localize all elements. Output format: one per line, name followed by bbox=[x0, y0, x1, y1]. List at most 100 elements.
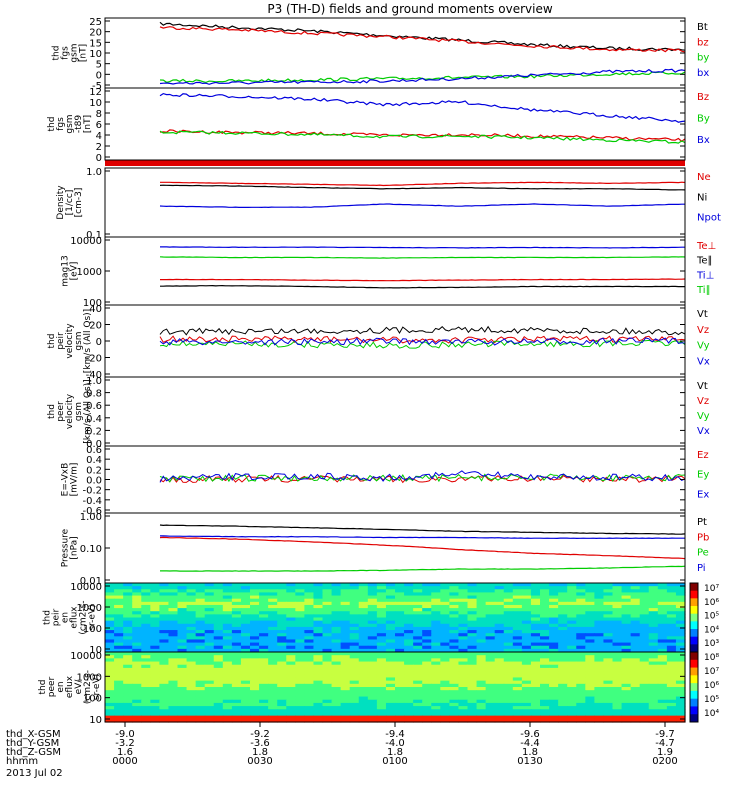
heatmap-cell bbox=[159, 661, 170, 666]
heatmap-cell bbox=[675, 667, 686, 672]
heatmap-cell bbox=[458, 626, 469, 631]
heatmap-cell bbox=[449, 595, 460, 600]
heatmap-cell bbox=[404, 715, 414, 720]
heatmap-cell bbox=[422, 589, 432, 594]
heatmap-cell bbox=[277, 696, 287, 701]
heatmap-cell bbox=[313, 589, 324, 594]
heatmap-cell bbox=[204, 718, 215, 723]
heatmap-cell bbox=[240, 718, 251, 723]
heatmap-cell bbox=[213, 674, 224, 679]
heatmap-cell bbox=[250, 652, 260, 656]
x-tick-value: -9.0 bbox=[115, 729, 135, 740]
heatmap-cell bbox=[213, 712, 224, 717]
heatmap-cell bbox=[358, 715, 369, 720]
heatmap-cell bbox=[467, 645, 478, 650]
y-tick-label: 0.0 bbox=[86, 476, 102, 487]
heatmap-cell bbox=[250, 655, 260, 659]
heatmap-cell bbox=[630, 706, 641, 710]
heatmap-cell bbox=[367, 718, 378, 723]
heatmap-cell bbox=[395, 680, 405, 685]
heatmap-cell bbox=[213, 658, 224, 663]
heatmap-cell bbox=[648, 699, 659, 704]
heatmap-cell bbox=[259, 601, 269, 606]
heatmap-cell bbox=[521, 645, 532, 650]
heatmap-cell bbox=[132, 633, 142, 637]
heatmap-cell bbox=[476, 604, 487, 609]
heatmap-cell bbox=[367, 661, 378, 666]
heatmap-cell bbox=[250, 712, 260, 717]
heatmap-cell bbox=[449, 583, 460, 587]
heatmap-cell bbox=[277, 633, 287, 637]
heatmap-cell bbox=[413, 693, 423, 698]
series-line-Pt bbox=[159, 524, 686, 535]
heatmap-cell bbox=[250, 601, 260, 606]
heatmap-cell bbox=[485, 674, 496, 679]
heatmap-cell bbox=[621, 592, 632, 597]
y-tick-label: 10 bbox=[89, 715, 102, 726]
heatmap-cell bbox=[231, 661, 242, 666]
heatmap-cell bbox=[331, 687, 342, 691]
heatmap-cell bbox=[186, 620, 197, 625]
heatmap-cell bbox=[630, 696, 641, 701]
heatmap-cell bbox=[404, 699, 414, 704]
heatmap-cell bbox=[159, 608, 170, 612]
heatmap-cell bbox=[395, 623, 405, 628]
heatmap-cell bbox=[422, 696, 432, 701]
heatmap-cell bbox=[521, 623, 532, 628]
heatmap-cell bbox=[558, 702, 568, 707]
heatmap-cell bbox=[485, 636, 496, 641]
heatmap-cell bbox=[540, 648, 550, 653]
heatmap-cell bbox=[340, 664, 351, 669]
heatmap-cell bbox=[340, 667, 351, 672]
heatmap-cell bbox=[558, 617, 568, 622]
heatmap-cell bbox=[404, 598, 414, 603]
heatmap-cell bbox=[141, 583, 151, 587]
heatmap-cell bbox=[250, 664, 260, 669]
heatmap-cell bbox=[313, 674, 324, 679]
heatmap-cell bbox=[367, 636, 378, 641]
heatmap-cell bbox=[331, 626, 342, 631]
heatmap-cell bbox=[521, 655, 532, 659]
heatmap-cell bbox=[322, 611, 333, 615]
heatmap-cell bbox=[567, 680, 577, 685]
heatmap-cell bbox=[395, 655, 405, 659]
heatmap-cell bbox=[222, 664, 233, 669]
heatmap-cell bbox=[503, 693, 514, 698]
heatmap-cell bbox=[657, 680, 668, 685]
y-tick-label: 10000 bbox=[70, 582, 102, 593]
heatmap-cell bbox=[168, 601, 179, 606]
heatmap-cell bbox=[367, 645, 378, 650]
heatmap-cell bbox=[485, 633, 496, 637]
heatmap-cell bbox=[349, 630, 360, 634]
heatmap-cell bbox=[105, 630, 115, 634]
heatmap-cell bbox=[259, 696, 269, 701]
heatmap-cell bbox=[259, 702, 269, 707]
heatmap-cell bbox=[639, 715, 650, 720]
heatmap-cell bbox=[494, 709, 505, 714]
heatmap-cell bbox=[449, 617, 460, 622]
heatmap-cell bbox=[213, 718, 224, 723]
heatmap-cell bbox=[349, 583, 360, 587]
heatmap-cell bbox=[485, 661, 496, 666]
heatmap-cell bbox=[295, 639, 305, 644]
heatmap-cell bbox=[467, 639, 478, 644]
heatmap-cell bbox=[286, 690, 296, 694]
heatmap-cell bbox=[666, 598, 677, 603]
heatmap-cell bbox=[105, 598, 115, 603]
heatmap-cell bbox=[213, 614, 224, 619]
heatmap-cell bbox=[512, 655, 523, 659]
heatmap-cell bbox=[222, 699, 233, 704]
heatmap-cell bbox=[413, 658, 423, 663]
y-axis-label: gsm bbox=[65, 114, 75, 133]
heatmap-cell bbox=[666, 630, 677, 634]
y-tick-label: 10 bbox=[89, 98, 102, 109]
heatmap-cell bbox=[376, 687, 387, 691]
heatmap-cell bbox=[286, 671, 296, 675]
heatmap-cell bbox=[621, 667, 632, 672]
heatmap-cell bbox=[168, 706, 179, 710]
series-line-Ti⊥ bbox=[159, 246, 685, 249]
series-line-By bbox=[159, 130, 686, 144]
heatmap-cell bbox=[521, 626, 532, 631]
